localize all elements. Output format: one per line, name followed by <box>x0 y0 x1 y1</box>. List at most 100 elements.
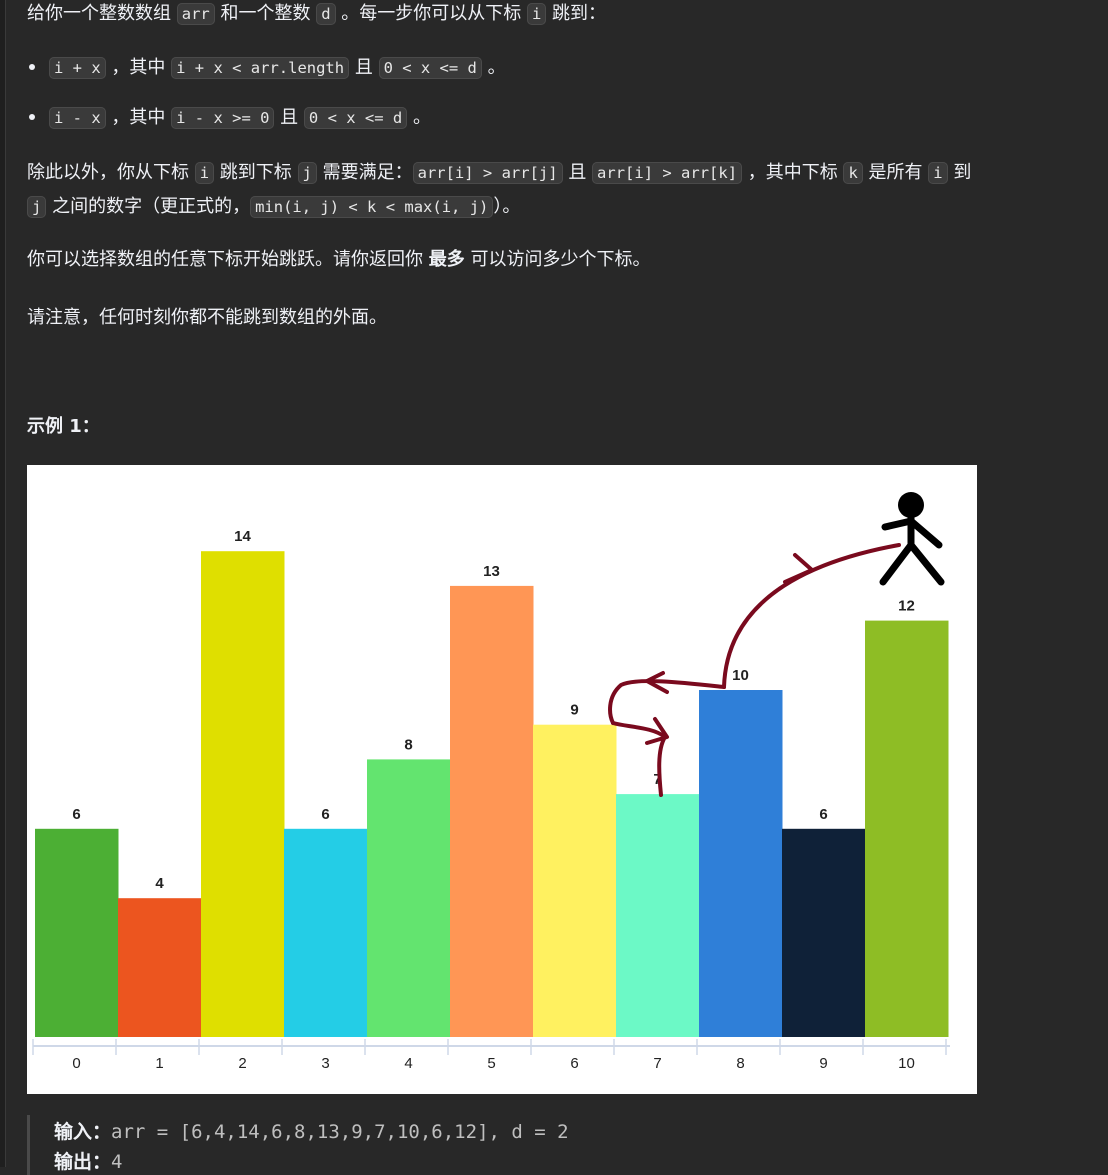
bar-0 <box>35 828 119 1037</box>
text: 跳到： <box>546 3 607 24</box>
bar-value-label-5: 13 <box>483 563 500 580</box>
code: arr[i] > arr[j] <box>412 162 563 184</box>
bar-8 <box>699 690 783 1037</box>
bar-value-label-0: 6 <box>72 806 80 823</box>
arrowhead <box>783 553 814 584</box>
text: 且 <box>562 162 593 183</box>
code: j <box>297 162 317 184</box>
x-tick-label-7: 7 <box>653 1055 661 1072</box>
text: ，其中 <box>105 107 172 128</box>
example-figure: 6 4 14 6 8 13 9 7 10 6 12 0 1 2 3 4 5 6 7 8 9 10 <box>27 465 977 1094</box>
x-tick-label-1: 1 <box>155 1055 163 1072</box>
bar-1 <box>118 898 202 1037</box>
figure-arms <box>881 517 943 549</box>
text: 可以访问多少个下标。 <box>464 249 651 270</box>
text: ，其中下标 <box>742 162 844 183</box>
code: i <box>928 162 948 184</box>
description-line-2b: j 之间的数字（更正式的， min(i, j) < k < max(i, j)）。 <box>27 193 520 221</box>
code: j <box>27 196 47 218</box>
arrowhead <box>645 717 669 745</box>
left-border <box>0 0 6 1167</box>
bar-value-label-4: 8 <box>404 736 412 753</box>
text: 之间的数字（更正式的， <box>46 196 251 217</box>
output-label: 输出： <box>54 1151 112 1173</box>
code: i + x <box>49 57 106 79</box>
x-tick-label-3: 3 <box>321 1055 329 1072</box>
example-input: 输入：arr = [6,4,14,6,8,13,9,7,10,6,12], d … <box>54 1117 569 1144</box>
text: 除此以外，你从下标 <box>27 162 195 183</box>
jump-arrow-10-to-8 <box>722 543 901 689</box>
bullet-icon <box>29 113 35 120</box>
figure-head <box>898 492 924 518</box>
code: i - x >= 0 <box>171 107 275 129</box>
text: 。 <box>407 107 431 128</box>
bar-4 <box>367 759 451 1037</box>
text: 且 <box>274 107 304 128</box>
code: min(i, j) < k < max(i, j) <box>250 196 494 218</box>
text: 且 <box>349 57 379 78</box>
input-value: arr = [6,4,14,6,8,13,9,7,10,6,12], d = 2 <box>111 1121 569 1143</box>
text: 是所有 <box>862 162 929 183</box>
text: 到 <box>947 162 972 183</box>
x-tick-label-8: 8 <box>736 1055 744 1072</box>
bullet-item-1: i + x ，其中 i + x < arr.length 且 0 < x <= … <box>27 54 506 82</box>
bar-10 <box>865 620 949 1037</box>
code-arr: arr <box>176 3 215 25</box>
code-i: i <box>526 3 547 25</box>
figure-legs <box>879 541 945 586</box>
code: 0 < x <= d <box>303 107 408 129</box>
code: i + x < arr.length <box>171 57 350 79</box>
example-io-block: 输入：arr = [6,4,14,6,8,13,9,7,10,6,12], d … <box>27 1115 1108 1175</box>
text: 跳到下标 <box>214 162 298 183</box>
jump-arrow-8-to-6 <box>608 679 726 725</box>
bar-value-label-1: 4 <box>155 875 164 892</box>
bold-text: 最多 <box>428 249 465 270</box>
bar-6 <box>533 724 617 1037</box>
code: k <box>843 162 863 184</box>
text: 你可以选择数组的任意下标开始跳跃。请你返回你 <box>27 249 429 270</box>
bar-7 <box>616 794 700 1037</box>
x-tick-label-2: 2 <box>238 1055 246 1072</box>
bullet-icon <box>29 63 35 70</box>
description-line-3: 你可以选择数组的任意下标开始跳跃。请你返回你 最多 可以访问多少个下标。 <box>27 246 650 274</box>
x-tick-label-5: 5 <box>487 1055 495 1072</box>
x-tick-label-4: 4 <box>404 1055 412 1072</box>
bar-value-label-10: 12 <box>898 598 915 615</box>
text: ，其中 <box>105 57 172 78</box>
x-tick-label-6: 6 <box>570 1055 578 1072</box>
example-title: 示例 1： <box>27 416 100 437</box>
code-d: d <box>316 3 336 25</box>
description-line-2a: 除此以外，你从下标 i 跳到下标 j 需要满足： arr[i] > arr[j] … <box>27 159 971 187</box>
bar-2 <box>201 551 285 1037</box>
bullet-item-2: i - x ，其中 i - x >= 0 且 0 < x <= d 。 <box>27 104 431 132</box>
text: 。 <box>481 57 506 78</box>
example-output: 输出：4 <box>54 1147 122 1174</box>
stick-figure-icon <box>879 492 945 586</box>
x-tick-label-9: 9 <box>819 1055 827 1072</box>
description-line-1: 给你一个整数数组 arr 和一个整数 d 。每一步你可以从下标 i 跳到： <box>27 0 606 28</box>
code: 0 < x <= d <box>378 57 482 79</box>
bar-value-label-8: 10 <box>732 667 749 684</box>
code: arr[i] > arr[k] <box>592 162 743 184</box>
bar-value-label-2: 14 <box>234 528 251 545</box>
input-label: 输入： <box>54 1121 112 1143</box>
bar-5 <box>450 585 534 1037</box>
text: 。每一步你可以从下标 <box>335 3 527 24</box>
output-value: 4 <box>111 1151 123 1173</box>
text: 给你一个整数数组 <box>27 3 177 24</box>
arrowhead <box>645 671 669 694</box>
bar-9 <box>782 828 866 1037</box>
bar-value-label-6: 9 <box>570 702 578 719</box>
x-tick-label-10: 10 <box>898 1055 915 1072</box>
text: 需要满足： <box>316 162 413 183</box>
text: ）。 <box>493 196 521 217</box>
code: i <box>194 162 215 184</box>
bar-value-label-9: 6 <box>819 806 827 823</box>
x-tick-label-0: 0 <box>72 1055 80 1072</box>
bar-3 <box>284 828 368 1037</box>
bar-value-label-7: 7 <box>653 771 661 788</box>
bar-value-label-3: 6 <box>321 806 329 823</box>
text: 和一个整数 <box>214 3 317 24</box>
code: i - x <box>49 107 106 129</box>
